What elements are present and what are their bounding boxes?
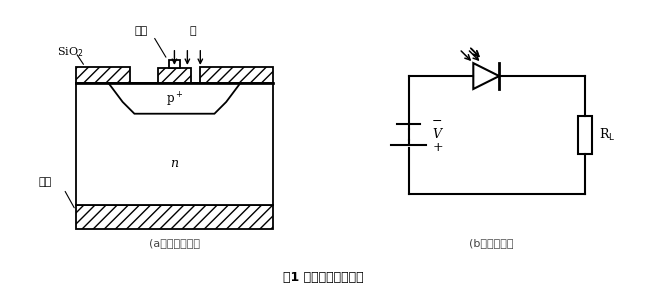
Text: (b）基本电路: (b）基本电路 [469,238,513,248]
Polygon shape [200,67,273,83]
Text: (a）结构示意图: (a）结构示意图 [149,238,200,248]
Polygon shape [76,205,273,229]
Text: 电极: 电极 [39,177,52,187]
Text: V: V [432,128,441,141]
Text: p$^+$: p$^+$ [166,90,183,109]
Text: R$_\mathrm{L}$: R$_\mathrm{L}$ [599,127,616,143]
Polygon shape [109,83,240,114]
Polygon shape [169,60,180,68]
Polygon shape [76,83,273,205]
Text: 光: 光 [190,26,196,36]
Text: −: − [432,115,443,129]
Polygon shape [474,63,499,89]
Text: +: + [432,141,443,154]
Text: n: n [171,157,178,170]
Polygon shape [76,67,130,83]
Text: 图1 光电二极管结构图: 图1 光电二极管结构图 [283,271,363,284]
Polygon shape [578,116,592,154]
Polygon shape [158,68,191,83]
Text: 电极: 电极 [135,26,148,36]
Text: SiO$_2$: SiO$_2$ [57,46,83,59]
